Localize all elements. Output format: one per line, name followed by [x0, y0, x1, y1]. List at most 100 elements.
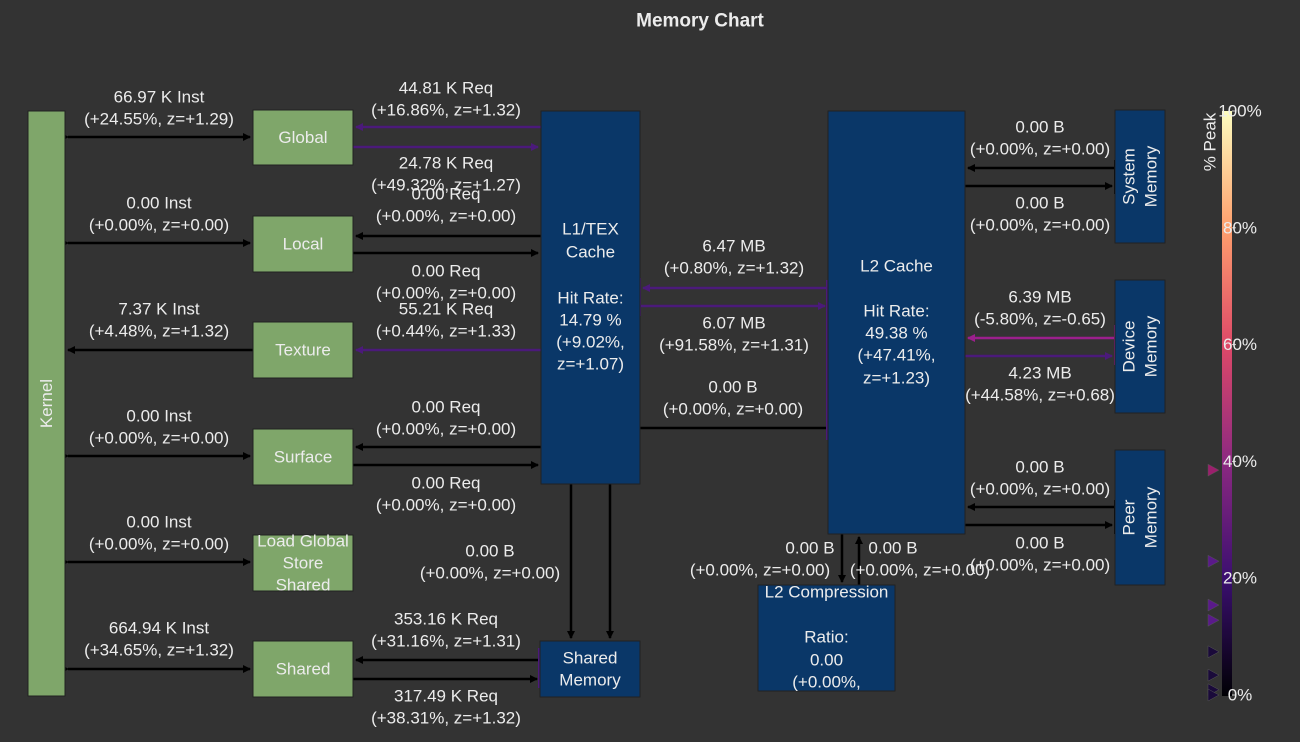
edge-label: 4.23 MB: [1008, 364, 1071, 383]
node-box: [27, 110, 66, 697]
peak-marker: [1207, 668, 1220, 682]
edge-label: (+0.00%, z=+0.00): [970, 140, 1110, 159]
peak-marker: [1207, 598, 1220, 612]
node-box: [827, 110, 966, 535]
edge-label: (+24.55%, z=+1.29): [84, 110, 234, 129]
edge-label: (+38.31%, z=+1.32): [371, 709, 521, 728]
edge-label: (+0.00%, z=+0.00): [89, 535, 229, 554]
node-label: L1/TEX: [562, 220, 619, 239]
colorbar-tick-label: 0%: [1228, 686, 1253, 705]
node-box: [540, 110, 641, 485]
peak-marker: [1207, 688, 1220, 702]
node-box: [252, 428, 354, 486]
node-label: (+9.02%,: [556, 333, 625, 352]
edge-label: 0.00 B: [1015, 194, 1064, 213]
node-label: Store: [283, 554, 324, 573]
edge-label: 664.94 K Inst: [109, 619, 209, 638]
edge-label: (+91.58%, z=+1.31): [659, 336, 809, 355]
node-label: 14.79 %: [559, 311, 621, 330]
edge-label: (+0.00%, z=+0.00): [89, 429, 229, 448]
node-label: Memory: [1142, 145, 1161, 207]
edge-label: 6.39 MB: [1008, 288, 1071, 307]
edge-label: 0.00 Inst: [126, 513, 191, 532]
edge-label: 0.00 B: [868, 539, 917, 558]
peak-marker: [1207, 463, 1220, 477]
edge-label: 0.00 B: [465, 542, 514, 561]
edge-label: 6.47 MB: [702, 237, 765, 256]
node-label: z=+1.23): [863, 369, 930, 388]
edge-label: 0.00 Req: [412, 185, 481, 204]
edge-label: 0.00 Inst: [126, 407, 191, 426]
colorbar-tick-label: 100%: [1218, 102, 1261, 121]
edge-label: (+0.00%, z=+0.00): [970, 556, 1110, 575]
node-label: Shared: [276, 576, 331, 595]
node-label: z=+1.07): [557, 355, 624, 374]
node-box: [252, 215, 354, 273]
edge-label: (+0.00%, z=+0.00): [970, 480, 1110, 499]
node-label: System: [1120, 148, 1139, 205]
node-label: L2 Compression: [765, 583, 889, 602]
edge-label: (+0.00%, z=+0.00): [376, 207, 516, 226]
edge-label: (+0.44%, z=+1.33): [376, 322, 516, 341]
node-box: [757, 584, 896, 692]
edge-label: (+0.00%, z=+0.00): [376, 420, 516, 439]
edge-label: (+31.16%, z=+1.31): [371, 632, 521, 651]
node-label: Shared: [276, 660, 331, 679]
edge-label: (+0.00%, z=+0.00): [663, 400, 803, 419]
peak-marker: [1207, 554, 1220, 568]
node-label: Hit Rate:: [863, 302, 929, 321]
edge-label: 0.00 Req: [412, 398, 481, 417]
node-label: Load Global: [257, 532, 349, 551]
edge-label: 55.21 K Req: [399, 300, 494, 319]
node-box: [1114, 279, 1166, 414]
node-label: Surface: [274, 448, 333, 467]
node-label: Memory: [559, 671, 621, 690]
colorbar: [1222, 111, 1232, 696]
node-box: [252, 321, 354, 379]
edge-label: 0.00 B: [708, 378, 757, 397]
node-label: 0.00: [810, 651, 843, 670]
edge-label: (+49.32%, z=+1.27): [371, 176, 521, 195]
colorbar-tick-label: 40%: [1223, 452, 1257, 471]
edge-label: 0.00 B: [1015, 118, 1064, 137]
peak-marker: [1207, 613, 1220, 627]
colorbar-tick-label: 80%: [1223, 218, 1257, 237]
node-label: Local: [283, 235, 324, 254]
node-label: Ratio:: [804, 628, 848, 647]
node-label: (+47.41%,: [858, 346, 936, 365]
edge-label: (+0.00%, z=+0.00): [850, 561, 990, 580]
edge-label: 0.00 B: [785, 539, 834, 558]
edge-label: 353.16 K Req: [394, 610, 498, 629]
colorbar-tick-label: 20%: [1223, 569, 1257, 588]
edge-label: 0.00 Req: [412, 262, 481, 281]
edge-label: (+0.00%, z=+0.00): [376, 496, 516, 515]
edge-label: (+0.00%, z=+0.00): [970, 216, 1110, 235]
edge-label: 6.07 MB: [702, 314, 765, 333]
peak-marker: [1207, 645, 1220, 659]
node-label: Memory: [1142, 486, 1161, 548]
node-label: Memory: [1142, 315, 1161, 377]
edge-label: 44.81 K Req: [399, 79, 494, 98]
edge-label: (+0.00%, z=+0.00): [420, 564, 560, 583]
edge-label: 317.49 K Req: [394, 687, 498, 706]
node-label: Global: [278, 128, 327, 147]
node-label: Device: [1120, 321, 1139, 373]
chart-title: Memory Chart: [636, 11, 764, 32]
node-box: [252, 109, 354, 166]
edge-label: (+0.00%, z=+0.00): [690, 561, 830, 580]
edge-label: (+0.00%, z=+0.00): [376, 284, 516, 303]
edge-label: (+34.65%, z=+1.32): [84, 641, 234, 660]
edge-label: (+44.58%, z=+0.68): [965, 386, 1115, 405]
node-box: [1114, 109, 1166, 244]
colorbar-tick-label: 60%: [1223, 335, 1257, 354]
node-label: Texture: [275, 341, 331, 360]
node-label: Peer: [1120, 499, 1139, 535]
edge-label: 0.00 B: [1015, 534, 1064, 553]
edge-label: (+0.00%, z=+0.00): [89, 216, 229, 235]
node-label: Cache: [566, 243, 615, 262]
node-label: (+0.00%,: [792, 673, 861, 692]
node-box: [1114, 449, 1166, 586]
